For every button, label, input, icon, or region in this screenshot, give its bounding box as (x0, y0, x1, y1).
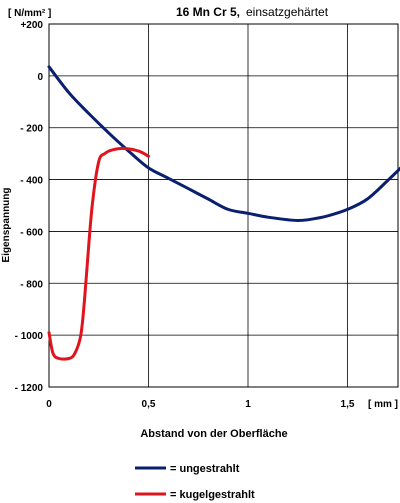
series-line-ungestrahlt (47, 65, 400, 222)
x-tick-labels: 00,511,522,53 (46, 399, 355, 410)
legend: = ungestrahlt = kugelgestrahlt (135, 463, 255, 501)
chart-title: 16 Mn Cr 5, (176, 5, 240, 19)
y-tick-label: - 600 (20, 227, 43, 238)
y-tick-label: - 800 (20, 279, 43, 290)
y-tick-label: - 1000 (15, 331, 44, 342)
chart-subtitle: einsatzgehärtet (246, 5, 329, 19)
x-tick-label: 0 (46, 399, 52, 410)
data-series (47, 65, 400, 361)
y-tick-label: - 400 (20, 176, 43, 187)
y-tick-labels: +200 0 - 200 - 400 - 600 - 800 - 1000 - 1200 (15, 20, 44, 394)
x-tick-label: 0,5 (142, 399, 156, 410)
y-unit-label: [ N/mm² ] (8, 8, 51, 19)
y-tick-label: - 1200 (15, 383, 44, 394)
y-tick-label: - 200 (20, 124, 43, 135)
x-unit-label: [ mm ] (368, 399, 398, 410)
y-tick-label: +200 (20, 20, 43, 31)
legend-label-ungestrahlt: = ungestrahlt (170, 463, 240, 475)
legend-label-kugelgestrahlt: = kugelgestrahlt (170, 489, 255, 501)
y-axis-label: Eigenspannung (1, 188, 12, 263)
x-axis-label: Abstand von der Oberfläche (140, 428, 287, 440)
y-tick-label: 0 (37, 72, 43, 83)
x-tick-label: 1 (245, 399, 251, 410)
series-line-kugelgestrahlt (47, 146, 150, 361)
x-tick-label: 1,5 (341, 399, 355, 410)
grid-lines (49, 24, 398, 387)
plot-frame (48, 23, 399, 388)
